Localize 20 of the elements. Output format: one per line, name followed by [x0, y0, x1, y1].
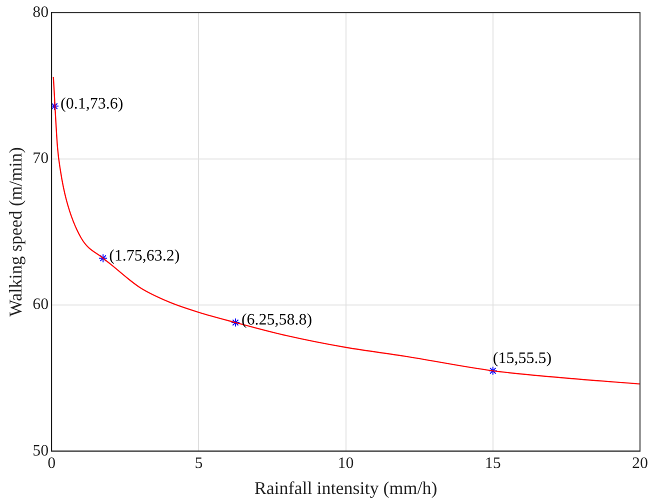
annotation: (15,55.5) [492, 350, 552, 367]
y-tick-label: 80 [32, 4, 49, 21]
x-tick-label: 15 [484, 455, 501, 472]
x-tick-label: 10 [338, 455, 354, 472]
annotation: (6.25,58.8) [241, 312, 312, 329]
x-tick-label: 5 [194, 455, 203, 472]
point [230, 318, 240, 328]
x-tick-label: 20 [632, 455, 648, 472]
y-axis-title: Walking speed (m/min) [6, 147, 26, 317]
x-axis-title: Rainfall intensity (mm/h) [254, 478, 438, 498]
y-tick-label: 50 [32, 442, 49, 460]
point [52, 102, 60, 111]
point [488, 366, 498, 376]
point [98, 254, 108, 263]
annotation: (0.1,73.6) [60, 95, 124, 112]
y-tick-label: 70 [32, 150, 49, 168]
line-series [52, 76, 640, 385]
annotation: (1.75,63.2) [109, 247, 180, 264]
y-tick-label: 60 [32, 296, 49, 314]
x-tick-label: 0 [48, 455, 56, 472]
